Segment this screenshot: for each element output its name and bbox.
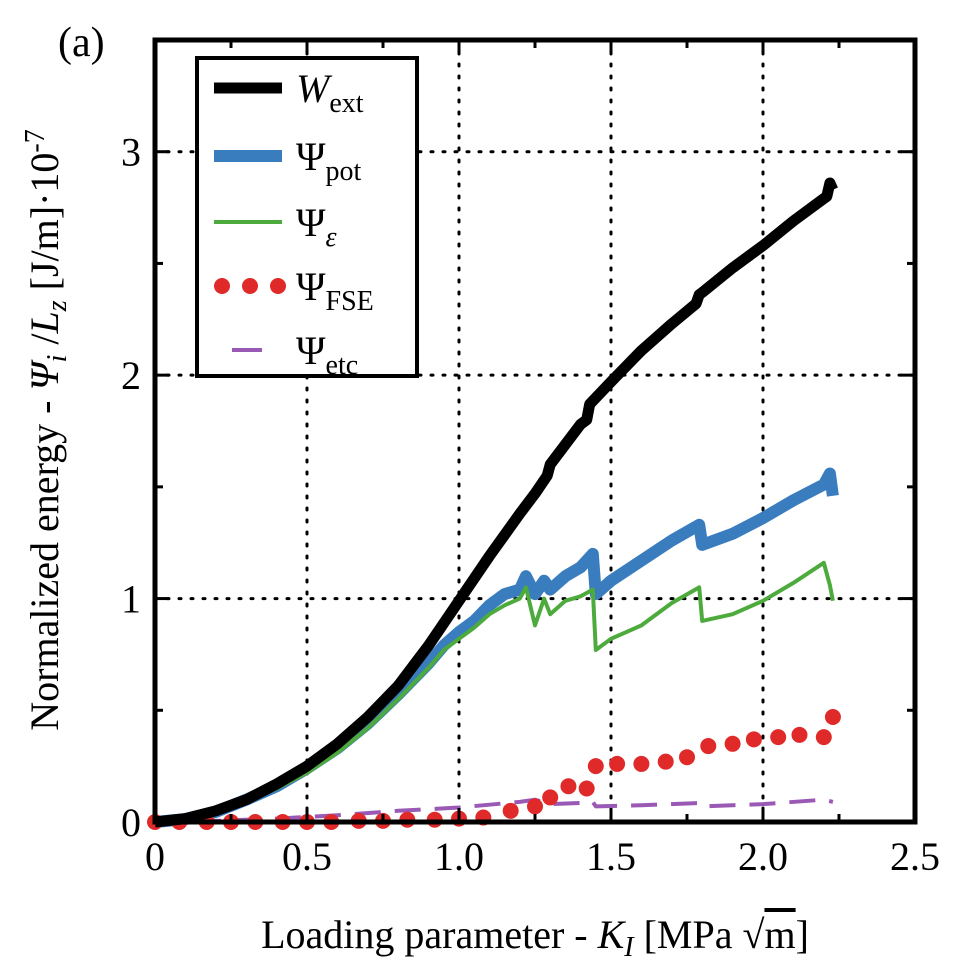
x-tick-label: 0 <box>145 834 165 879</box>
x-tick-label: 0.5 <box>282 834 332 879</box>
x-tick-label: 2.0 <box>738 834 788 879</box>
legend-fse-dot <box>270 278 286 294</box>
fse-point <box>815 729 832 746</box>
legend-fse-dot <box>214 278 230 294</box>
fse-point <box>770 729 787 746</box>
series-fse-dots <box>147 708 841 830</box>
legend-label-0: Wext <box>296 66 364 119</box>
legend-frame <box>195 56 419 378</box>
series-line-1 <box>154 467 839 828</box>
fse-point <box>542 789 559 806</box>
legend-fse-dot <box>242 278 258 294</box>
x-tick-label: 1.0 <box>434 834 484 879</box>
fse-point <box>700 738 717 755</box>
fse-point <box>745 731 762 748</box>
fse-point <box>527 798 543 815</box>
fse-point <box>578 780 595 797</box>
fse-point <box>587 758 604 775</box>
legend: Wext Ψpot Ψε ΨFSE Ψetc <box>195 56 419 381</box>
fse-point <box>502 802 519 819</box>
x-tick-label: 1.5 <box>586 834 636 879</box>
x-tick-label: 2.5 <box>890 834 940 879</box>
y-tick-label: 3 <box>121 130 141 175</box>
fse-point <box>724 735 741 752</box>
series-line-0 <box>154 177 838 828</box>
y-tick-label: 0 <box>121 800 141 845</box>
legend-label-1: Ψpot <box>296 134 362 187</box>
fse-point <box>824 708 841 725</box>
tick-layer: 0 0.5 1.0 1.5 2.0 2.5 0 1 2 3 <box>121 40 940 879</box>
fse-point <box>633 755 650 772</box>
legend-label-3: ΨFSE <box>296 264 374 317</box>
x-axis-label: Loading parameter - KI [MPa √m] <box>261 912 809 963</box>
fse-point <box>791 726 808 743</box>
y-tick-label: 2 <box>121 353 141 398</box>
panel-label: (a) <box>58 20 105 66</box>
legend-label-4: Ψetc <box>296 328 358 381</box>
legend-label-2: Ψε <box>296 200 337 253</box>
fse-point <box>609 755 626 772</box>
series-line-2 <box>154 560 835 824</box>
y-axis-label: Normalized energy - Ψi /Lz [J/m]·10-7 <box>20 129 73 731</box>
fse-point <box>657 753 674 770</box>
y-tick-label: 1 <box>121 577 141 622</box>
fse-point <box>679 749 695 766</box>
fse-point <box>560 778 577 795</box>
